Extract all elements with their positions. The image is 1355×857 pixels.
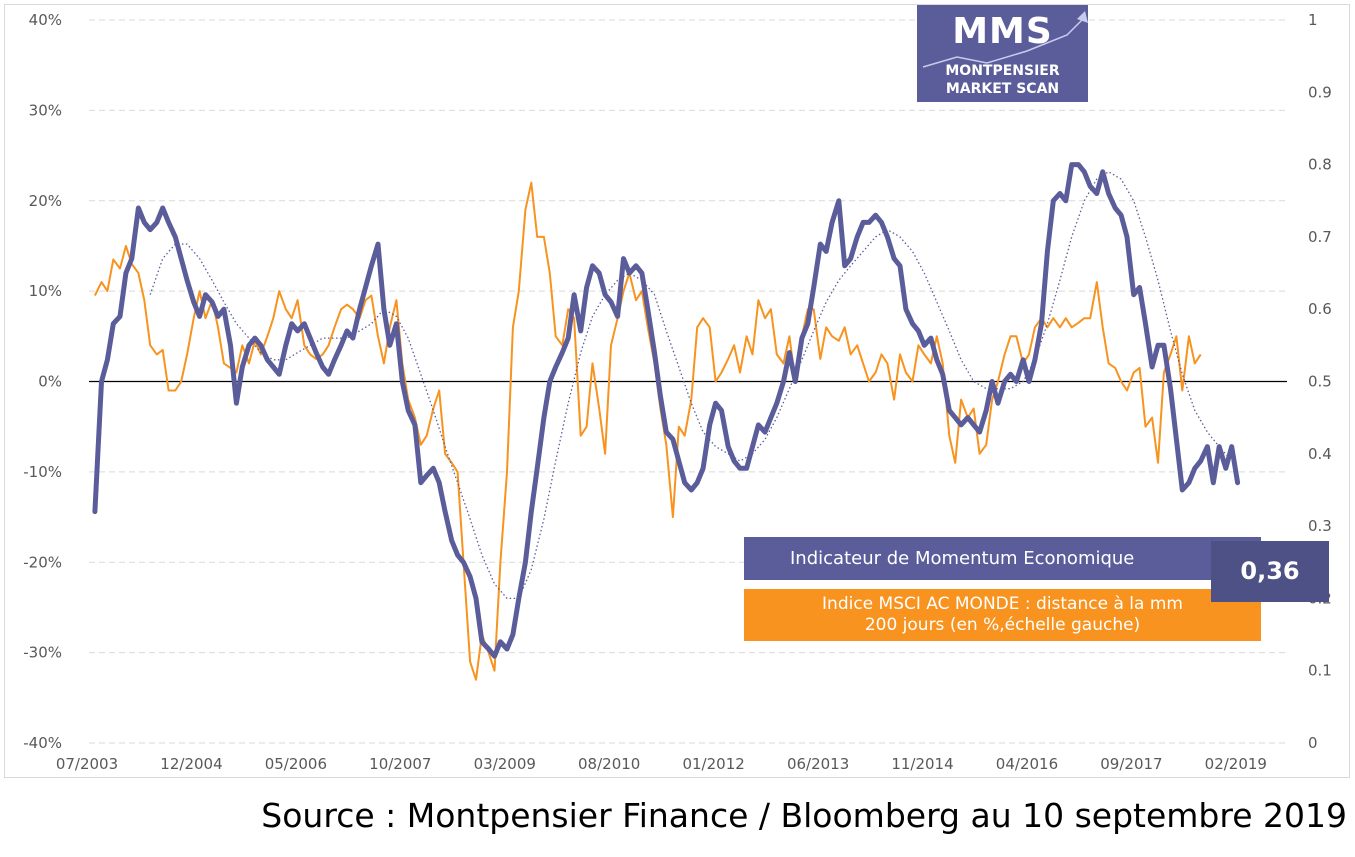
x-tick-label: 09/2017	[1100, 755, 1162, 773]
series-msci-line	[94, 181, 1202, 681]
right-tick-label: 0.3	[1308, 517, 1332, 535]
logo-title: MMS	[952, 11, 1053, 52]
legend-msci-line-2: 200 jours (en %,échelle gauche)	[864, 615, 1141, 635]
right-tick-label: 0.5	[1308, 373, 1332, 391]
legend-msci-line-1: Indice MSCI AC MONDE : distance à la mm	[822, 594, 1183, 614]
x-tick-label: 07/2003	[56, 755, 118, 773]
logo-line-2: MARKET SCAN	[945, 81, 1060, 97]
chart: -40%-30%-20%-10%0%10%20%30%40% 00.10.20.…	[23, 11, 1332, 773]
current-value-badge: 0,36	[1211, 541, 1329, 602]
x-tick-label: 03/2009	[474, 755, 536, 773]
x-tick-label: 04/2016	[996, 755, 1058, 773]
series-layer	[92, 162, 1241, 681]
left-tick-label: -20%	[23, 553, 62, 571]
right-tick-label: 0.1	[1308, 662, 1332, 680]
right-tick-label: 0.7	[1308, 228, 1332, 246]
x-tick-label: 05/2006	[265, 755, 327, 773]
left-tick-label: 20%	[29, 192, 62, 210]
left-tick-label: 10%	[29, 282, 62, 300]
left-tick-label: 0%	[38, 373, 62, 391]
x-tick-label: 01/2012	[682, 755, 744, 773]
left-tick-label: -10%	[23, 463, 62, 481]
left-tick-label: 40%	[29, 11, 62, 29]
right-axis: 00.10.20.30.40.50.60.70.80.91	[1308, 11, 1332, 752]
x-tick-label: 11/2014	[891, 755, 953, 773]
right-tick-label: 0	[1308, 734, 1318, 752]
left-axis: -40% -30% -20% -10% 0% 10% 20% 30% 40%	[23, 11, 62, 752]
series-momentum-ma-line	[149, 171, 1233, 600]
trend-arrow-icon	[922, 11, 1088, 68]
right-tick-label: 0.8	[1308, 156, 1332, 174]
right-tick-label: 0.4	[1308, 445, 1332, 463]
x-tick-label: 08/2010	[578, 755, 640, 773]
left-tick-label: -30%	[23, 644, 62, 662]
source-note: Source : Montpensier Finance / Bloomberg…	[261, 796, 1347, 835]
logo-line-1: MONTPENSIER	[945, 63, 1060, 79]
legend-msci: Indice MSCI AC MONDE : distance à la mm …	[744, 589, 1261, 641]
x-tick-label: 06/2013	[787, 755, 849, 773]
right-tick-label: 0.9	[1308, 83, 1332, 101]
x-tick-label: 10/2007	[369, 755, 431, 773]
right-tick-label: 1	[1308, 11, 1318, 29]
left-tick-label: -40%	[23, 734, 62, 752]
series-momentum-line	[92, 162, 1241, 659]
right-tick-label: 0.6	[1308, 300, 1332, 318]
left-tick-label: 30%	[29, 101, 62, 119]
mms-logo: MMS MONTPENSIER MARKET SCAN	[917, 5, 1088, 102]
x-tick-label: 12/2004	[160, 755, 222, 773]
chart-frame	[4, 4, 1350, 778]
x-axis: 07/2003 12/2004 05/2006 10/2007 03/2009 08/20…	[56, 755, 1267, 773]
legend-momentum: Indicateur de Momentum Economique	[744, 537, 1261, 580]
x-tick-label: 02/2019	[1205, 755, 1267, 773]
